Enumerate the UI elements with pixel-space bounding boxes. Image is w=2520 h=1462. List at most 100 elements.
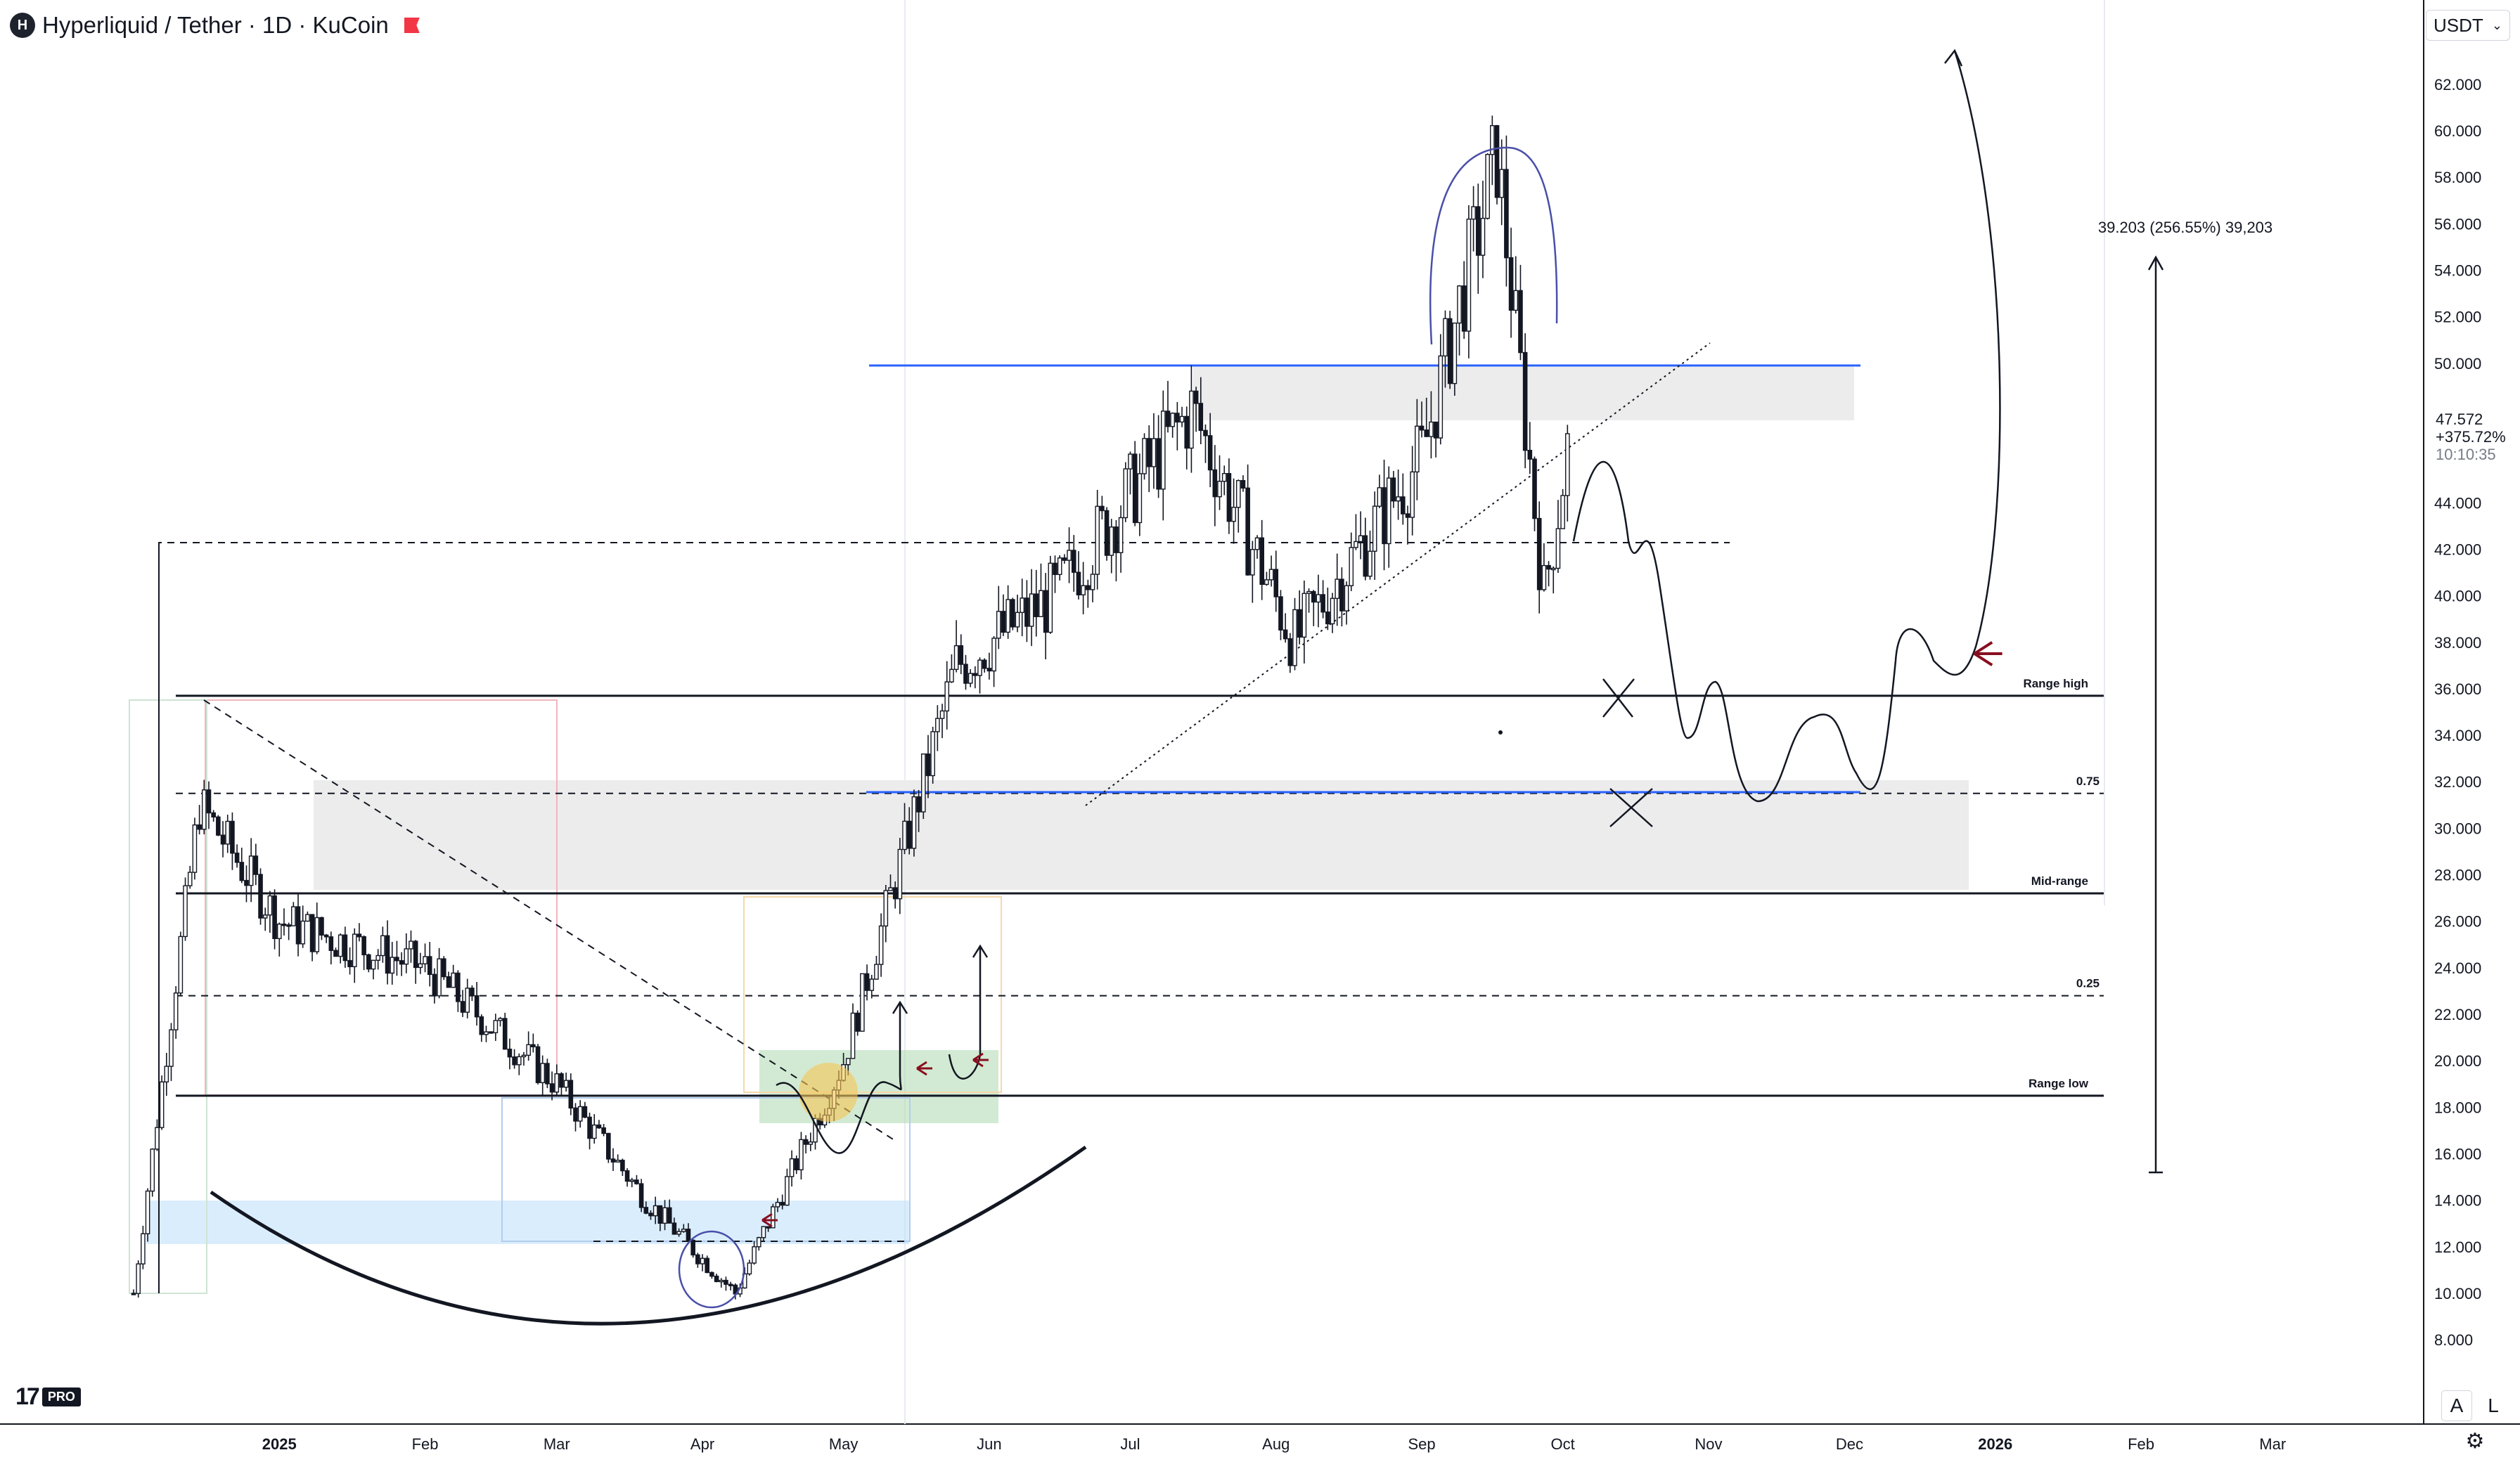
auto-scale-button[interactable]: A: [2441, 1390, 2472, 1421]
candle-body: [347, 959, 352, 967]
candle-body: [695, 1254, 700, 1264]
red-arrow-icon: [916, 1061, 932, 1076]
projection-arrow-head: [1944, 48, 1963, 67]
candle-body: [1546, 564, 1551, 570]
candle-body: [1184, 415, 1190, 449]
candle-body: [526, 1044, 531, 1056]
dashed-level-42: [158, 542, 1730, 1293]
candle-body: [724, 1279, 728, 1285]
candle-body: [996, 611, 1001, 639]
candle-body: [1067, 550, 1072, 561]
candle-body: [1532, 458, 1537, 519]
candle-body: [1292, 609, 1297, 666]
candle-body: [1377, 487, 1382, 507]
up-arrow-head-1: [892, 1000, 908, 1014]
tradingview-logo[interactable]: 17 PRO: [15, 1383, 81, 1411]
candle-body: [1156, 438, 1161, 490]
x-tick-label: 2026: [1978, 1435, 2012, 1453]
level-label: Range low: [2029, 1077, 2089, 1090]
candle-body: [1100, 505, 1105, 512]
candle-body: [328, 936, 334, 951]
candle-body: [671, 1222, 677, 1235]
candle-body: [577, 1106, 583, 1122]
rising-trendline: [1085, 342, 1711, 806]
y-tick-label: 50.000: [2434, 355, 2481, 373]
candle-body: [276, 924, 282, 939]
candle-body: [404, 948, 409, 965]
candle-body: [516, 1056, 522, 1066]
candle-body: [1490, 125, 1495, 155]
candle-body: [1034, 593, 1039, 617]
candle-body: [211, 812, 216, 818]
candle-body: [1438, 355, 1444, 439]
candle-body: [705, 1257, 710, 1274]
candle-body: [1349, 547, 1354, 586]
candle-body: [1461, 285, 1467, 332]
candle-body: [244, 879, 249, 886]
y-tick-label: 58.000: [2434, 169, 2481, 186]
symbol-header[interactable]: H Hyperliquid / Tether · 1D · KuCoin: [10, 8, 420, 42]
candle-body: [206, 789, 212, 814]
candle-body: [399, 960, 404, 965]
candle-body: [1207, 435, 1213, 471]
candle-body: [418, 963, 423, 969]
candle-body: [681, 1229, 686, 1232]
candle-body: [897, 848, 903, 900]
candle-body: [507, 1048, 513, 1058]
candle-body: [1132, 453, 1138, 524]
candle-body: [1090, 574, 1095, 590]
candle-body: [1508, 257, 1514, 311]
candle-body: [1076, 571, 1081, 595]
red-arrow-icon: [761, 1212, 778, 1228]
candle-body: [323, 934, 329, 938]
candle-body: [272, 895, 277, 939]
candle-body: [968, 673, 973, 684]
candle-body: [220, 834, 226, 845]
candle-body: [1452, 322, 1458, 384]
candle-body: [1396, 496, 1401, 502]
candle-body: [192, 824, 198, 873]
candle-body: [761, 1226, 766, 1238]
candle-body: [624, 1170, 630, 1182]
candle-body: [1189, 390, 1194, 449]
candle-body: [719, 1279, 724, 1283]
candle-body: [1231, 507, 1236, 522]
candle-body: [728, 1283, 733, 1286]
currency-select[interactable]: USDT ⌄: [2426, 10, 2510, 41]
x-tick-label: Sep: [1408, 1435, 1435, 1453]
bottom-circle: [678, 1230, 745, 1309]
candle-body: [1146, 438, 1152, 467]
candle-body: [1316, 594, 1321, 603]
candle-body: [911, 796, 917, 849]
candle-body: [1142, 438, 1147, 474]
y-tick-label: 8.000: [2434, 1331, 2473, 1349]
candle-body: [601, 1127, 606, 1134]
candle-body: [540, 1063, 546, 1083]
descending-trendline: [203, 699, 897, 1142]
candle-body: [1382, 487, 1387, 545]
candle-body: [1560, 495, 1565, 529]
candle-body: [159, 1081, 165, 1128]
y-tick-label: 26.000: [2434, 913, 2481, 931]
candle-body: [1335, 578, 1339, 600]
candle-body: [371, 959, 376, 970]
y-tick-label: 28.000: [2434, 867, 2481, 884]
candle-body: [1278, 596, 1283, 630]
candle-body: [1550, 567, 1556, 571]
y-tick-label: 30.000: [2434, 820, 2481, 837]
candle-body: [1354, 541, 1358, 548]
candle-body: [1513, 290, 1519, 311]
log-scale-button[interactable]: L: [2488, 1395, 2499, 1416]
candle-body: [977, 659, 982, 676]
price-change: +375.72%: [2436, 428, 2506, 446]
flag-icon[interactable]: [404, 18, 420, 33]
x-tick-label: Dec: [1836, 1435, 1863, 1453]
candle-body: [309, 914, 315, 952]
candle-body: [375, 955, 380, 961]
candle-body: [963, 664, 968, 684]
y-tick-label: 22.000: [2434, 1006, 2481, 1023]
candle-body: [197, 824, 202, 830]
settings-icon[interactable]: ⚙: [2465, 1429, 2485, 1453]
candle-body: [559, 1073, 564, 1088]
